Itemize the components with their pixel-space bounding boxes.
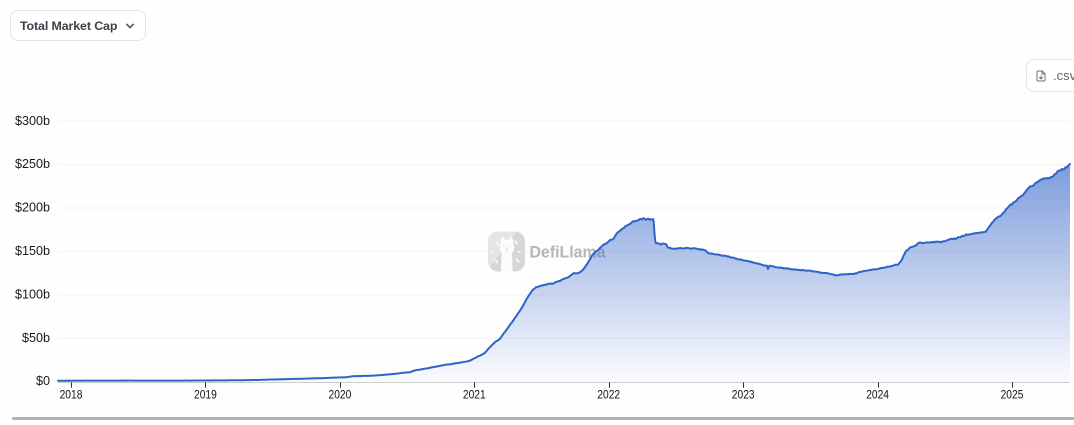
svg-text:2019: 2019 [194, 388, 217, 402]
svg-text:2020: 2020 [329, 388, 352, 402]
svg-text:$50b: $50b [22, 331, 50, 345]
svg-text:$200b: $200b [15, 201, 50, 215]
svg-text:2022: 2022 [597, 388, 620, 402]
svg-text:$250b: $250b [15, 157, 50, 171]
svg-text:2021: 2021 [463, 388, 486, 402]
svg-text:$300b: $300b [15, 114, 50, 128]
svg-text:$100b: $100b [15, 287, 50, 301]
svg-text:2025: 2025 [1001, 388, 1024, 402]
svg-text:$0: $0 [36, 374, 50, 388]
svg-text:$150b: $150b [15, 244, 50, 258]
svg-text:2024: 2024 [866, 388, 889, 402]
svg-text:2023: 2023 [732, 388, 755, 402]
svg-text:2018: 2018 [60, 388, 83, 402]
